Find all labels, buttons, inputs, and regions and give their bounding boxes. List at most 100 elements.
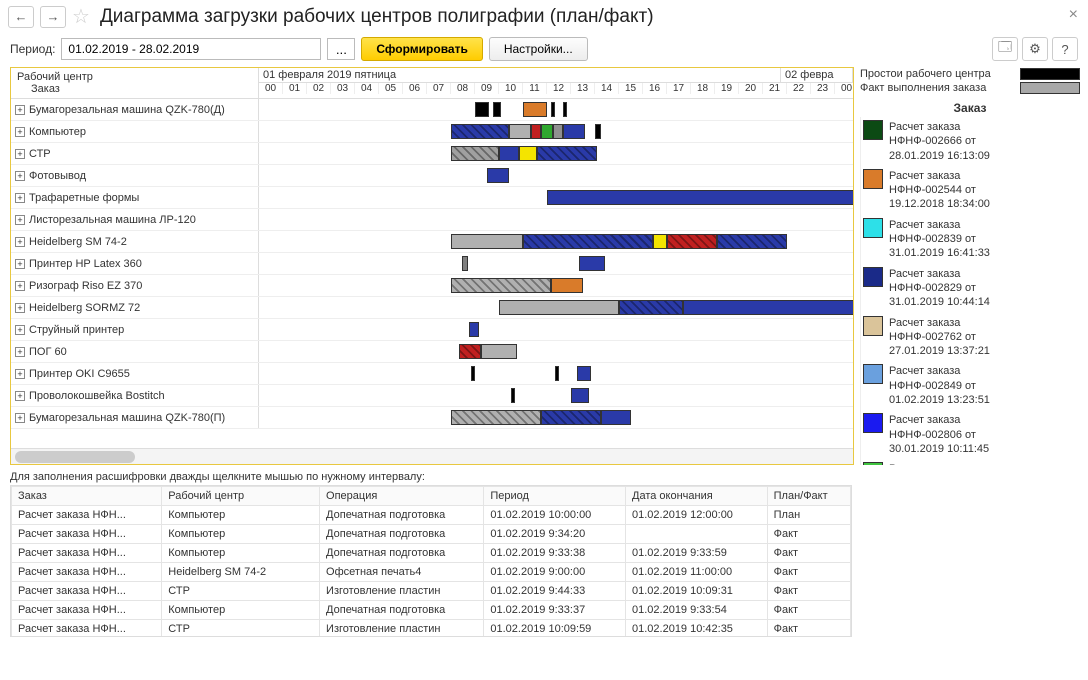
gantt-row: +Струйный принтер <box>11 319 853 341</box>
expand-icon[interactable]: + <box>15 215 25 225</box>
period-input[interactable] <box>61 38 321 60</box>
table-header[interactable]: Период <box>484 487 626 506</box>
gantt-bar[interactable] <box>487 168 509 183</box>
generate-button[interactable]: Сформировать <box>361 37 482 61</box>
table-cell: Факт <box>767 582 850 601</box>
gantt-row-label: Heidelberg SORMZ 72 <box>29 302 140 314</box>
gantt-bar[interactable] <box>667 234 717 249</box>
gantt-bar[interactable] <box>499 300 619 315</box>
order-item[interactable]: Расчет заказаНФНФ-002848 от01.02.2019 9:… <box>861 459 1080 465</box>
gantt-bar[interactable] <box>571 388 589 403</box>
gantt-bar[interactable] <box>553 124 563 139</box>
gantt-bar[interactable] <box>469 322 479 337</box>
order-item[interactable]: Расчет заказаНФНФ-002544 от19.12.2018 18… <box>861 166 1080 215</box>
details-table[interactable]: ЗаказРабочий центрОперацияПериодДата око… <box>10 485 852 637</box>
gantt-bar[interactable] <box>619 300 683 315</box>
gantt-bar[interactable] <box>551 102 555 117</box>
order-swatch <box>863 316 883 336</box>
expand-icon[interactable]: + <box>15 105 25 115</box>
gantt-bar[interactable] <box>459 344 481 359</box>
expand-icon[interactable]: + <box>15 259 25 269</box>
table-header[interactable]: Рабочий центр <box>162 487 320 506</box>
gantt-bar[interactable] <box>541 410 601 425</box>
gantt-bar[interactable] <box>493 102 501 117</box>
gantt-bar[interactable] <box>541 124 553 139</box>
gantt-bar[interactable] <box>523 234 653 249</box>
gantt-bar[interactable] <box>475 102 489 117</box>
table-cell: Расчет заказа НФН... <box>12 544 162 563</box>
gantt-bar[interactable] <box>523 102 547 117</box>
gantt-bar[interactable] <box>462 256 468 271</box>
gantt-bar[interactable] <box>451 124 509 139</box>
gantt-bar[interactable] <box>551 278 583 293</box>
gantt-bar[interactable] <box>451 146 499 161</box>
table-cell: Допечатная подготовка <box>320 544 484 563</box>
table-cell: Факт <box>767 563 850 582</box>
gantt-bar[interactable] <box>471 366 475 381</box>
gantt-bar[interactable] <box>537 146 597 161</box>
expand-icon[interactable]: + <box>15 413 25 423</box>
period-picker-button[interactable]: ... <box>327 38 355 60</box>
close-icon[interactable]: × <box>1069 6 1078 24</box>
gantt-bar[interactable] <box>547 190 853 205</box>
nav-back[interactable]: ← <box>8 6 34 28</box>
expand-icon[interactable]: + <box>15 325 25 335</box>
gantt-bar[interactable] <box>595 124 601 139</box>
gantt-bar[interactable] <box>683 300 853 315</box>
table-row[interactable]: Расчет заказа НФН...Heidelberg SM 74-2Оф… <box>12 563 851 582</box>
gantt-bar[interactable] <box>577 366 591 381</box>
gantt-bar[interactable] <box>481 344 517 359</box>
favorite-icon[interactable]: ☆ <box>72 4 90 29</box>
gantt-bar[interactable] <box>519 146 537 161</box>
order-item[interactable]: Расчет заказаНФНФ-002806 от30.01.2019 10… <box>861 410 1080 459</box>
expand-icon[interactable]: + <box>15 369 25 379</box>
table-row[interactable]: Расчет заказа НФН...СТРИзготовление плас… <box>12 582 851 601</box>
settings-button[interactable]: Настройки... <box>489 37 588 61</box>
expand-icon[interactable]: + <box>15 237 25 247</box>
gantt-bar[interactable] <box>451 278 551 293</box>
gantt-bar[interactable] <box>451 234 523 249</box>
gantt-bar[interactable] <box>499 146 519 161</box>
help-icon[interactable]: ? <box>1052 37 1078 61</box>
order-item[interactable]: Расчет заказаНФНФ-002849 от01.02.2019 13… <box>861 361 1080 410</box>
gantt-bar[interactable] <box>579 256 605 271</box>
gantt-bar[interactable] <box>563 102 567 117</box>
expand-icon[interactable]: + <box>15 303 25 313</box>
gantt-bar[interactable] <box>451 410 541 425</box>
tool-icon-2[interactable]: ⚙ <box>1022 37 1048 61</box>
gantt-bar[interactable] <box>717 234 787 249</box>
table-row[interactable]: Расчет заказа НФН...КомпьютерДопечатная … <box>12 601 851 620</box>
gantt-bar[interactable] <box>531 124 541 139</box>
table-row[interactable]: Расчет заказа НФН...КомпьютерДопечатная … <box>12 525 851 544</box>
table-header[interactable]: План/Факт <box>767 487 850 506</box>
expand-icon[interactable]: + <box>15 391 25 401</box>
order-item[interactable]: Расчет заказаНФНФ-002839 от31.01.2019 16… <box>861 215 1080 264</box>
tool-icon-1[interactable]: 🗔 <box>992 37 1018 61</box>
table-row[interactable]: Расчет заказа НФН...КомпьютерДопечатная … <box>12 506 851 525</box>
expand-icon[interactable]: + <box>15 347 25 357</box>
expand-icon[interactable]: + <box>15 193 25 203</box>
order-item[interactable]: Расчет заказаНФНФ-002829 от31.01.2019 10… <box>861 264 1080 313</box>
order-item[interactable]: Расчет заказаНФНФ-002666 от28.01.2019 16… <box>861 117 1080 166</box>
gantt-bar[interactable] <box>555 366 559 381</box>
expand-icon[interactable]: + <box>15 149 25 159</box>
gantt-h-scrollbar[interactable] <box>11 448 853 464</box>
table-header[interactable]: Заказ <box>12 487 162 506</box>
gantt-bar[interactable] <box>563 124 585 139</box>
gantt-bar[interactable] <box>511 388 515 403</box>
gantt-bar[interactable] <box>653 234 667 249</box>
table-cell: Расчет заказа НФН... <box>12 582 162 601</box>
gantt-bar[interactable] <box>601 410 631 425</box>
orders-list[interactable]: Расчет заказаНФНФ-002666 от28.01.2019 16… <box>860 117 1080 465</box>
nav-forward[interactable]: → <box>40 6 66 28</box>
table-header[interactable]: Дата окончания <box>626 487 768 506</box>
gantt-bar[interactable] <box>509 124 531 139</box>
hour-cell: 12 <box>547 83 571 94</box>
expand-icon[interactable]: + <box>15 281 25 291</box>
table-row[interactable]: Расчет заказа НФН...КомпьютерДопечатная … <box>12 544 851 563</box>
table-row[interactable]: Расчет заказа НФН...СТРИзготовление плас… <box>12 620 851 638</box>
expand-icon[interactable]: + <box>15 127 25 137</box>
table-header[interactable]: Операция <box>320 487 484 506</box>
order-item[interactable]: Расчет заказаНФНФ-002762 от27.01.2019 13… <box>861 313 1080 362</box>
expand-icon[interactable]: + <box>15 171 25 181</box>
